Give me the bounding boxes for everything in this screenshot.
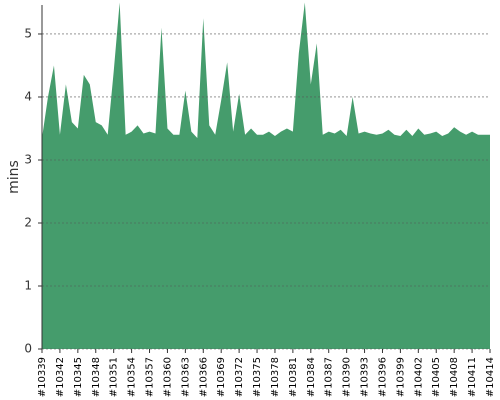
x-tick-label: #10405: [431, 357, 442, 397]
x-tick-label: #10351: [109, 357, 120, 397]
area: [42, 2, 490, 349]
x-tick-label: #10342: [55, 357, 66, 397]
x-tick-label: #10369: [216, 357, 227, 397]
x-tick-label: #10387: [324, 357, 335, 397]
y-tick-label: 4: [24, 89, 32, 103]
x-tick-label: #10339: [37, 357, 48, 397]
y-tick-label: 5: [24, 26, 32, 40]
x-tick-label: #10399: [395, 357, 406, 397]
x-tick-label: #10414: [485, 357, 496, 397]
x-tick-label: #10354: [127, 357, 138, 397]
x-tick-label: #10348: [91, 357, 102, 397]
y-axis-label: mins: [6, 160, 22, 194]
x-tick-label: #10402: [413, 357, 424, 397]
x-tick-label: #10363: [180, 357, 191, 397]
x-tick-label: #10372: [234, 357, 245, 397]
x-tick-label: #10375: [252, 357, 263, 397]
y-tick-label: 3: [24, 152, 32, 166]
x-tick-label: #10411: [467, 357, 478, 397]
y-tick-label: 1: [24, 278, 32, 292]
x-tick-label: #10345: [73, 357, 84, 397]
x-tick-label: #10384: [306, 357, 317, 397]
x-tick-label: #10366: [198, 357, 209, 397]
x-tick-label: #10393: [360, 357, 371, 397]
x-tick-label: #10396: [377, 357, 388, 397]
x-tick-label: #10378: [270, 357, 281, 397]
x-tick-label: #10408: [449, 357, 460, 397]
y-tick-label: 2: [24, 215, 32, 229]
x-tick-label: #10360: [162, 357, 173, 397]
x-tick-label: #10381: [288, 357, 299, 397]
x-tick-label: #10390: [342, 357, 353, 397]
x-tick-label: #10357: [145, 357, 156, 397]
y-tick-label: 0: [24, 342, 32, 356]
